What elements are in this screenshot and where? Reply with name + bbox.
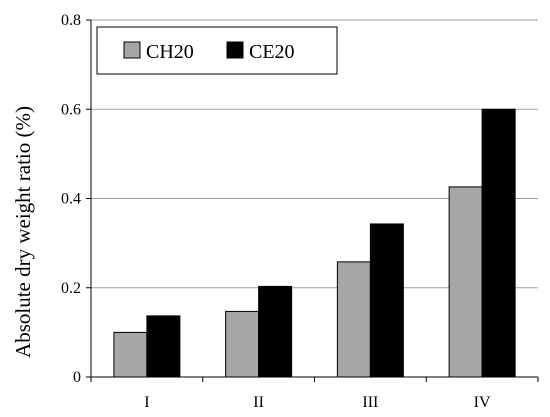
- axes: [86, 19, 539, 382]
- bars: [113, 108, 516, 378]
- y-tick-labels: 0 0.2 0.4 0.6 0.8: [61, 12, 81, 386]
- y-tick-label: 0: [73, 369, 81, 386]
- bar-ch20-1: [225, 310, 260, 378]
- bar-ch20-0: [113, 331, 148, 378]
- bar-ce20-0: [146, 315, 181, 378]
- legend-swatch-ch20: [123, 41, 141, 59]
- bar-ce20-2: [369, 223, 404, 378]
- x-tick-label: III: [362, 394, 378, 411]
- y-axis-title: Absolute dry weight ratio (%): [11, 106, 35, 358]
- y-tick-label: 0.4: [61, 191, 81, 208]
- x-tick-label: IV: [474, 394, 491, 411]
- bar-ch20-3: [448, 186, 483, 378]
- legend: CH20 CE20: [96, 26, 338, 75]
- y-tick-label: 0.8: [61, 12, 81, 29]
- x-tick-label: II: [253, 394, 264, 411]
- x-tick-labels: I II III IV: [144, 394, 491, 411]
- bar-ce20-3: [481, 108, 516, 378]
- y-tick-label: 0.6: [61, 101, 81, 118]
- legend-label-ce20: CE20: [249, 41, 295, 63]
- y-tick-label: 0.2: [61, 280, 81, 297]
- legend-label-ch20: CH20: [146, 41, 194, 63]
- bar-ch20-2: [336, 261, 371, 378]
- x-tick-label: I: [144, 394, 149, 411]
- legend-swatch-ce20: [226, 41, 244, 59]
- bar-ce20-1: [258, 285, 293, 378]
